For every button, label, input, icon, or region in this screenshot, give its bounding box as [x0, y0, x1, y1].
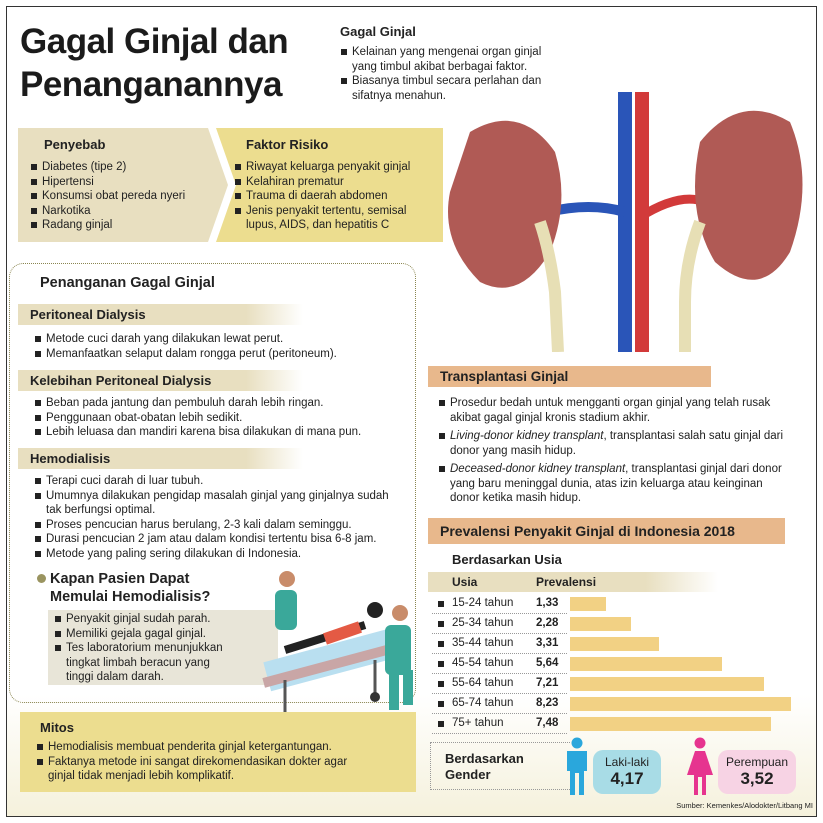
hemodialisis-item: Metode yang paling sering dilakukan di I…: [34, 547, 404, 562]
bar-75-: [570, 717, 772, 731]
age-label: 25-34 tahun: [452, 617, 514, 629]
hemodialisis-item: Umumnya dilakukan pengidap masalah ginja…: [34, 489, 404, 518]
by-age-heading: Berdasarkan Usia: [452, 552, 562, 567]
age-row: 25-34 tahun 2,28: [432, 614, 567, 634]
intro-item: Kelainan yang mengenai organ ginjal yang…: [340, 45, 560, 74]
bar-65-74-: [570, 697, 792, 711]
table-header: Usia Prevalensi: [428, 572, 718, 592]
prevalence-value: 7,48: [536, 717, 559, 729]
faktor-item: Kelahiran prematur: [234, 175, 434, 190]
intro-item: Biasanya timbul secara perlahan dan sifa…: [340, 74, 560, 103]
age-label: 55-64 tahun: [452, 677, 514, 689]
hemodialisis-item: Terapi cuci darah di luar tubuh.: [34, 474, 404, 489]
age-label: 45-54 tahun: [452, 657, 514, 669]
bar-45-54-: [570, 657, 722, 671]
kapan-item: Penyakit ginjal sudah parah.: [54, 612, 234, 627]
hemodialisis-heading: Hemodialisis: [18, 448, 303, 469]
peritoneal-heading: Peritoneal Dialysis: [18, 304, 303, 325]
penyebab-item: Diabetes (tipe 2): [30, 160, 185, 175]
age-row: 35-44 tahun 3,31: [432, 634, 567, 654]
penyebab-block: Penyebab Diabetes (tipe 2) Hipertensi Konsu…: [30, 137, 185, 233]
term: Living-donor kidney transplant: [450, 430, 604, 442]
peritoneal-item: Memanfaatkan selaput dalam rongga perut …: [34, 347, 404, 362]
prevalence-value: 5,64: [536, 657, 559, 669]
kelebihan-item: Lebih leluasa dan mandiri karena bisa di…: [34, 425, 404, 440]
bar-35-44-: [570, 637, 660, 651]
intro-heading: Gagal Ginjal: [340, 24, 416, 39]
penanganan-panel: [9, 263, 416, 703]
age-row: 55-64 tahun 7,21: [432, 674, 567, 694]
hemodialisis-item: Proses pencucian harus berulang, 2-3 kal…: [34, 518, 404, 533]
female-icon: [687, 737, 713, 795]
intro-block: Gagal Ginjal Kelainan yang mengenai orga…: [340, 24, 560, 103]
kelebihan-heading: Kelebihan Peritoneal Dialysis: [18, 370, 303, 391]
cause-risk-boxes: [18, 128, 443, 242]
penyebab-item: Hipertensi: [30, 175, 185, 190]
bullet: [438, 621, 444, 627]
age-row: 75+ tahun 7,48: [432, 714, 567, 734]
hospital-bed-illustration: [262, 571, 413, 722]
description: , transplantasi salah satu ginjal dari d…: [450, 430, 784, 457]
hemodialisis-item: Durasi pencucian 2 jam atau dalam kondis…: [34, 532, 404, 547]
bullet: [438, 721, 444, 727]
bullet: [438, 661, 444, 667]
mitos-box: Mitos Hemodialisis membuat penderita gin…: [20, 712, 416, 792]
male-icon: [567, 737, 587, 795]
page-title: Gagal Ginjal dan Penanganannya: [20, 22, 289, 104]
mitos-item: Faktanya metode ini sangat direkomendasi…: [36, 755, 366, 784]
penyebab-item: Narkotika: [30, 204, 185, 219]
kidney-illustration: [448, 92, 803, 352]
bullet-dot: [37, 574, 46, 583]
penyebab-item: Radang ginjal: [30, 218, 185, 233]
description: Prosedur bedah untuk mengganti organ gin…: [450, 397, 771, 424]
bullet: [438, 681, 444, 687]
mitos-item: Hemodialisis membuat penderita ginjal ke…: [36, 740, 366, 755]
prevalence-value: 3,31: [536, 637, 559, 649]
bullet: [438, 701, 444, 707]
age-row: 15-24 tahun 1,33: [432, 594, 567, 614]
peritoneal-item: Metode cuci darah yang dilakukan lewat p…: [34, 332, 404, 347]
kapan-bg: [48, 610, 278, 685]
term: Deceased-donor kidney transplant: [450, 463, 626, 475]
prevalence-value: 7,21: [536, 677, 559, 689]
faktor-item: Riwayat keluarga penyakit ginjal: [234, 160, 434, 175]
prevalence-value: 2,28: [536, 617, 559, 629]
bar-25-34-: [570, 617, 632, 631]
gender-box: Berdasarkan Gender: [430, 742, 570, 790]
age-label: 35-44 tahun: [452, 637, 514, 649]
age-label: 65-74 tahun: [452, 697, 514, 709]
transplantasi-item: Prosedur bedah untuk mengganti organ gin…: [438, 396, 788, 425]
bullet: [438, 601, 444, 607]
prevalence-value: 8,23: [536, 697, 559, 709]
age-row: 65-74 tahun 8,23: [432, 694, 567, 714]
transplantasi-item: Deceased-donor kidney transplant, transp…: [438, 462, 788, 506]
bar-55-64-: [570, 677, 764, 691]
kapan-item: Memiliki gejala gagal ginjal.: [54, 627, 234, 642]
transplantasi-heading: Transplantasi Ginjal: [428, 366, 711, 387]
kapan-item: Tes laboratorium menunjukkan tingkat lim…: [54, 641, 234, 685]
faktor-item: Jenis penyakit tertentu, semisal lupus, …: [234, 204, 434, 233]
prevalence-value: 1,33: [536, 597, 559, 609]
female-badge: Perempuan 3,52: [718, 750, 796, 794]
transplantasi-item: Living-donor kidney transplant, transpla…: [438, 429, 788, 458]
age-row: 45-54 tahun 5,64: [432, 654, 567, 674]
description: , transplantasi ginjal dari donor yang b…: [450, 463, 782, 504]
source-note: Sumber: Kemenkes/Alodokter/Litbang MI: [676, 801, 813, 810]
kapan-heading: Kapan Pasien Dapat Memulai Hemodialisis?: [50, 571, 211, 605]
bullet: [438, 641, 444, 647]
penyebab-item: Konsumsi obat pereda nyeri: [30, 189, 185, 204]
faktor-block: Faktor Risiko Riwayat keluarga penyakit g…: [234, 137, 434, 233]
penanganan-heading: Penanganan Gagal Ginjal: [40, 275, 215, 291]
male-badge: Laki-laki 4,17: [593, 750, 661, 794]
kelebihan-item: Beban pada jantung dan pembuluh darah le…: [34, 396, 404, 411]
bar-15-24-: [570, 597, 606, 611]
age-label: 15-24 tahun: [452, 597, 514, 609]
prevalensi-heading: Prevalensi Penyakit Ginjal di Indonesia …: [428, 518, 785, 544]
age-label: 75+ tahun: [452, 717, 504, 729]
faktor-item: Trauma di daerah abdomen: [234, 189, 434, 204]
kelebihan-item: Penggunaan obat-obatan lebih sedikit.: [34, 411, 404, 426]
